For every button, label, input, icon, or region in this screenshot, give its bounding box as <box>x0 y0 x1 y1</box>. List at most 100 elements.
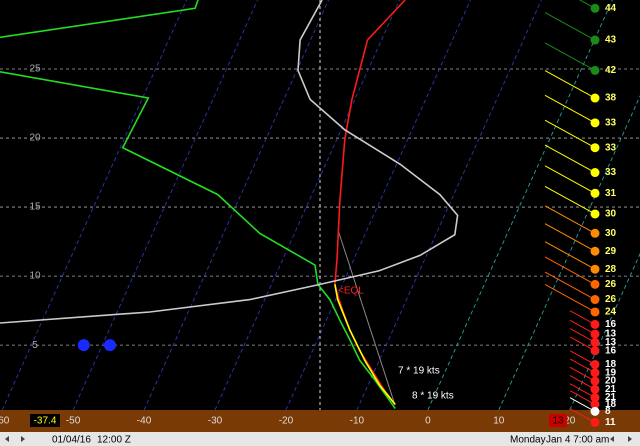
wind-barb <box>544 284 596 313</box>
wind-barb <box>569 408 596 423</box>
wind-marker <box>590 264 600 274</box>
wind-speed: 20 <box>605 376 617 387</box>
wind-speed: 38 <box>605 93 617 104</box>
isotherm <box>427 0 613 411</box>
point <box>103 339 116 352</box>
y-tick-label: 25 <box>29 64 41 75</box>
wind-marker <box>590 319 600 329</box>
wind-speed: 21 <box>605 392 617 403</box>
wind-marker <box>590 399 600 409</box>
wind-speed: 26 <box>605 279 617 290</box>
wind-speed: 44 <box>605 3 617 14</box>
profile-line <box>0 0 459 324</box>
wind-marker <box>590 188 600 198</box>
right-box-value: 13 <box>552 416 564 427</box>
wind-speed: 8 <box>605 406 611 417</box>
wind-marker <box>590 384 600 394</box>
x-tick-label: 0 <box>425 416 431 427</box>
scroll-left[interactable] <box>5 436 9 442</box>
x-tick-label: 10 <box>493 416 505 427</box>
wind-barb <box>569 350 596 365</box>
wind-speed: 24 <box>605 307 617 318</box>
wind-speed: 33 <box>605 142 617 153</box>
wind-speed: 43 <box>605 35 617 46</box>
wind-speed: 16 <box>605 345 617 356</box>
x-tick-label: 20 <box>564 416 576 427</box>
wind-speed: 42 <box>605 65 617 76</box>
wind-marker <box>590 307 600 317</box>
wind-marker <box>590 168 600 178</box>
wind-marker <box>590 417 600 427</box>
time: 12:00 Z <box>97 435 131 446</box>
wind-barb <box>544 119 596 149</box>
wind-speed: 13 <box>605 337 617 348</box>
isotherm <box>498 95 640 411</box>
scroll-left[interactable] <box>610 436 614 442</box>
wind-barb <box>569 328 596 343</box>
y-tick-label: 5 <box>32 340 38 351</box>
x-axis: -60 -50 -40 -30 -20 -10 0 10 20 <box>0 416 576 427</box>
wind-barb <box>569 366 596 382</box>
y-tick-label: 15 <box>29 202 41 213</box>
guide-line <box>337 229 396 406</box>
wind-speed: 29 <box>605 246 617 257</box>
wind-marker <box>590 228 600 238</box>
wind-speed: 18 <box>605 399 617 410</box>
left-box-value: -37.4 <box>34 416 57 427</box>
y-tick-label: 10 <box>29 271 41 282</box>
wind-speed: 26 <box>605 294 617 305</box>
wind-barb <box>578 0 596 9</box>
datetime: Jan 4 7:00 am <box>546 435 609 446</box>
point <box>77 339 90 352</box>
wind-barb <box>544 241 596 270</box>
wind-barb <box>569 390 596 405</box>
day: Monday <box>510 435 546 446</box>
wind-marker <box>590 346 600 356</box>
wind-speed: 16 <box>605 319 617 330</box>
wind-barb <box>544 70 596 99</box>
winds: 4443423833333331303029282626241613131618… <box>544 0 617 428</box>
wind-barb <box>569 336 596 352</box>
wind-marker <box>590 143 600 153</box>
wind-marker <box>590 295 600 305</box>
wind-speed: 33 <box>605 167 617 178</box>
wind-speed: 19 <box>605 367 617 378</box>
wind-barb <box>544 223 596 252</box>
wind-marker <box>590 118 600 128</box>
annotation: <EQL <box>338 286 364 297</box>
x-tick-label: -20 <box>279 416 294 427</box>
left-box <box>30 414 60 427</box>
wind-barb <box>544 42 596 71</box>
wind-barb <box>569 383 596 399</box>
right-box <box>549 414 567 427</box>
annotation: 7 * 19 kts <box>398 366 440 377</box>
wind-marker <box>590 246 600 256</box>
isotherm <box>285 0 471 411</box>
wind-marker <box>590 35 600 45</box>
scroll-right[interactable] <box>628 436 632 442</box>
profile-line <box>334 284 396 406</box>
wind-marker <box>590 65 600 75</box>
x-tick-label: -60 <box>0 416 10 427</box>
wind-speed: 30 <box>605 228 617 239</box>
wind-barb <box>544 256 596 285</box>
scroll-right[interactable] <box>21 436 25 442</box>
wind-barb <box>544 144 596 173</box>
wind-marker <box>590 279 600 289</box>
date: 01/04/16 <box>52 435 91 446</box>
wind-marker <box>590 3 600 13</box>
annotation: 8 * 19 kts <box>412 391 454 402</box>
isotherm <box>72 0 258 411</box>
wind-barb <box>544 94 596 124</box>
x-tick-label: -50 <box>66 416 81 427</box>
wind-speed: 18 <box>605 359 617 370</box>
status-bar <box>0 432 640 446</box>
wind-barb <box>544 165 596 194</box>
wind-barb <box>544 271 596 301</box>
wind-barb <box>569 375 596 390</box>
wind-marker <box>590 329 600 339</box>
wind-speed: 28 <box>605 264 617 275</box>
wind-barb <box>569 310 596 325</box>
